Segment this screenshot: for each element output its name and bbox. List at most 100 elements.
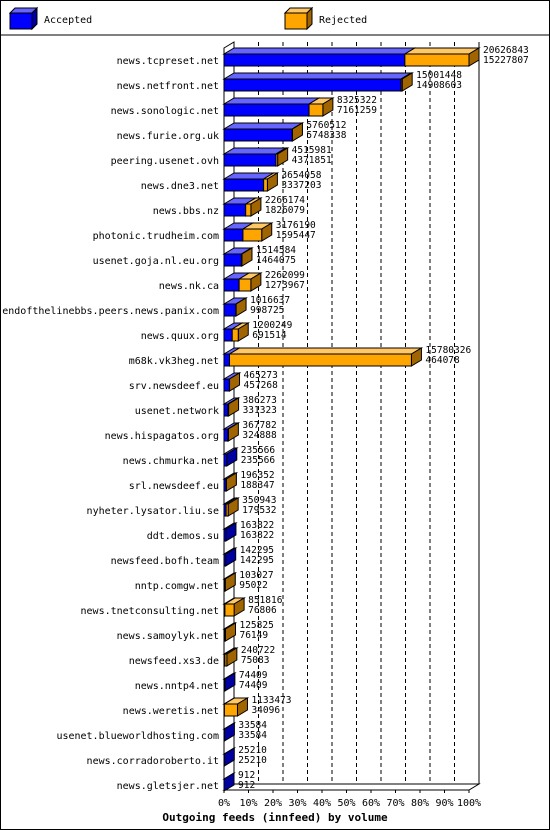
total-value-label: 3176190 [276,220,316,231]
accepted-bar-front [223,278,240,292]
category-label: srl.newsdeef.eu [129,481,219,492]
accepted-value-label: 3337203 [281,180,321,191]
rejected-bar-front [224,603,235,617]
accepted-bar [222,47,417,67]
rejected-bar [227,347,424,367]
total-value-label: 851816 [248,595,283,606]
accepted-value-label: 464078 [425,355,460,366]
category-labels: news.tcpreset.net news.netfront.net news.s… [2,56,219,792]
category-label: news.nntp4.net [135,681,219,692]
accepted-bar-front [223,678,226,692]
category-label: news.nk.ca [159,281,219,292]
accepted-bar [222,447,239,467]
category-label: usenet.blueworldhosting.com [56,731,219,742]
category-label: news.quux.org [141,331,219,342]
rejected-bar [307,97,335,117]
accepted-bar [222,97,321,117]
total-value-label: 74409 [239,670,268,681]
total-value-label: 1200249 [252,320,292,331]
rejected-bar [226,397,241,417]
rejected-bar-front [308,103,324,117]
rejected-bar-front [240,253,243,267]
category-label: news.hispagatos.org [105,431,219,442]
accepted-value-label: 998725 [250,305,284,316]
tick-label: 100% [457,798,481,809]
category-label: usenet.goja.nl.eu.org [93,256,219,267]
bars [222,47,481,792]
total-value-label: 20626843 [483,45,529,56]
category-label: news.bbs.nz [153,206,219,217]
accepted-bar [222,547,238,567]
rejected-bar-front [227,428,229,442]
accepted-bar-front [223,353,231,367]
axis-floor [222,783,481,791]
tick-label: 50% [337,798,355,809]
total-value-label: 3654058 [281,170,321,181]
rejected-bar-front [231,328,239,342]
category-label: usenet.network [135,406,219,417]
total-value-label: 196352 [240,470,274,481]
total-value-label: 163822 [240,520,274,531]
category-label: news.furie.org.uk [117,131,219,142]
accepted-bar-front [223,528,227,542]
legend-rejected-swatch [283,6,314,31]
tick-label: 60% [362,798,380,809]
tick-label: 90% [435,798,453,809]
total-value-label: 2266174 [265,195,305,206]
accepted-bar-front [223,228,244,242]
rejected-bar-front [223,703,238,717]
accepted-bar-front [223,303,237,317]
accepted-value-label: 4371851 [292,155,332,166]
rejected-bar [274,147,290,167]
category-label: news.tnetconsulting.net [81,606,219,617]
rejected-bar-front [404,53,470,67]
rejected-bar [239,247,254,267]
accepted-bar [222,72,413,92]
rejected-bar [223,572,238,592]
category-label: newsfeed.bofh.team [111,556,219,567]
accepted-bar-front [223,78,402,92]
accepted-bar-front [223,178,265,192]
tick-label: 70% [386,798,404,809]
rejected-bar [226,422,241,442]
tick-label: 20% [264,798,282,809]
category-label: news.weretis.net [123,706,219,717]
rejected-bar [223,622,238,642]
accepted-value-label: 1273967 [265,280,305,291]
rejected-bar [223,647,239,667]
rejected-bar-front [224,628,226,642]
accepted-bar-front [223,103,310,117]
rejected-bar [237,272,263,292]
accepted-bar-front [223,428,229,442]
accepted-bar-front [223,453,228,467]
rejected-bar [234,297,248,317]
rejected-bar-top [227,347,424,355]
total-value-label: 25210 [238,745,267,756]
accepted-value-label: 14908603 [416,80,462,91]
accepted-value-label: 188347 [240,480,274,491]
rejected-bar [403,47,481,67]
category-label: news.corradoroberto.it [87,756,219,767]
rejected-bar [290,122,305,142]
accepted-value-label: 912 [238,780,255,791]
legend-accepted-swatch [8,6,39,31]
accepted-bar-front [223,153,277,167]
rejected-bar [243,197,263,217]
total-value-label: 4515981 [292,145,332,156]
total-value-label: 125825 [239,620,273,631]
rejected-bar-front [263,178,268,192]
accepted-value-label: 95022 [239,580,268,591]
accepted-bar [222,747,237,767]
accepted-value-label: 1464075 [256,255,296,266]
total-value-label: 386273 [243,395,277,406]
accepted-bar-top [222,97,321,105]
accepted-value-label: 163822 [240,530,274,541]
category-label: news.gletsjer.net [117,781,219,792]
accepted-bar-front [223,378,230,392]
rejected-bar [227,372,242,392]
accepted-bar-front [223,128,293,142]
accepted-value-label: 74409 [239,680,268,691]
total-value-label: 240722 [241,645,275,656]
accepted-bar-front [223,403,229,417]
accepted-value-label: 235566 [241,455,276,466]
